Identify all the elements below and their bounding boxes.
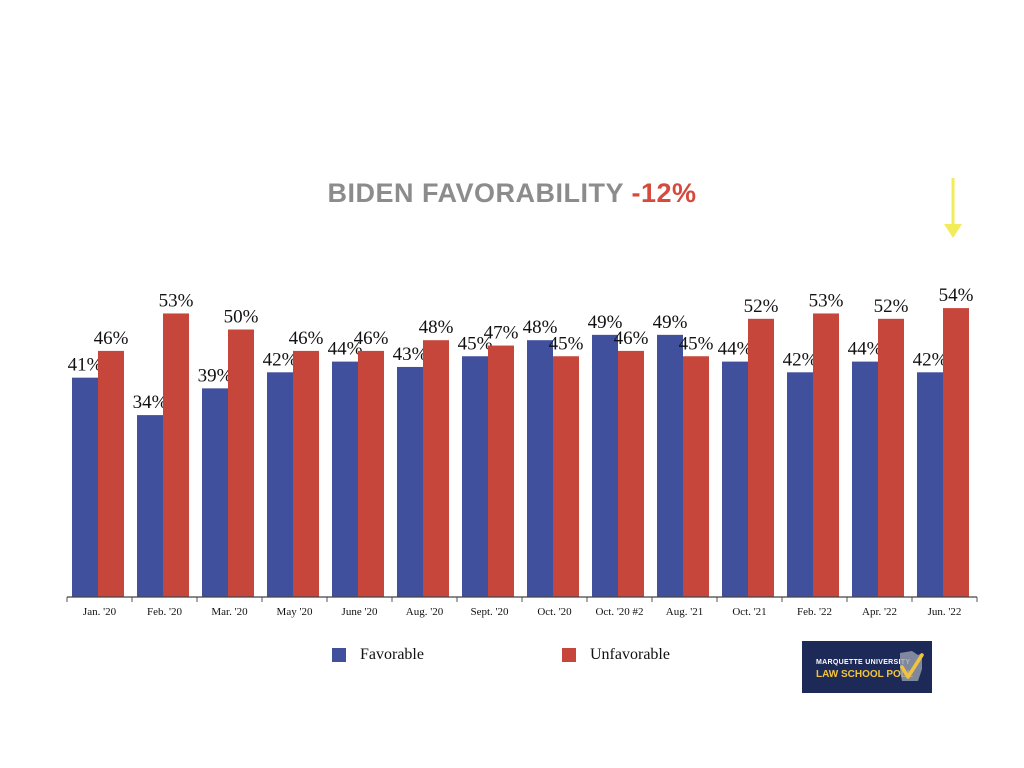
x-tick-label: Feb. '22 xyxy=(797,606,832,618)
data-label-unfavorable: 45% xyxy=(549,333,584,354)
data-label-favorable: 48% xyxy=(523,317,558,338)
bar-favorable xyxy=(592,334,618,597)
data-label-unfavorable: 46% xyxy=(354,328,389,349)
data-label-favorable: 49% xyxy=(653,312,688,333)
wisconsin-checkmark-icon xyxy=(900,651,924,681)
data-label-favorable: 49% xyxy=(588,312,623,333)
x-tick-label: Oct. '20 xyxy=(537,606,572,618)
marquette-law-school-poll-logo: MARQUETTE UNIVERSITY LAW SCHOOL POLL xyxy=(802,641,932,693)
bar-favorable xyxy=(657,334,683,597)
data-label-unfavorable: 52% xyxy=(874,296,909,317)
bar-unfavorable xyxy=(228,329,254,597)
bar-unfavorable xyxy=(553,356,579,597)
bar-favorable xyxy=(332,361,358,597)
x-tick-label: Jun. '22 xyxy=(928,606,962,618)
data-label-favorable: 39% xyxy=(198,365,233,386)
data-label-unfavorable: 52% xyxy=(744,296,779,317)
data-label-unfavorable: 48% xyxy=(419,317,454,338)
legend-swatch-unfavorable xyxy=(562,648,576,662)
legend-swatch-favorable xyxy=(332,648,346,662)
legend-item-unfavorable: Unfavorable xyxy=(562,646,670,664)
bar-unfavorable xyxy=(98,350,124,597)
x-tick-label: Aug. '20 xyxy=(406,606,444,618)
bar-unfavorable xyxy=(358,350,384,597)
bar-favorable xyxy=(462,356,488,597)
x-tick-label: June '20 xyxy=(342,606,378,618)
bar-favorable xyxy=(202,388,228,597)
bar-favorable xyxy=(397,366,423,597)
x-tick-label: Oct. '21 xyxy=(732,606,766,618)
bar-favorable xyxy=(267,372,293,597)
x-tick-label: Sept. '20 xyxy=(470,606,509,618)
bar-unfavorable xyxy=(813,313,839,597)
data-label-favorable: 42% xyxy=(913,349,948,370)
data-label-unfavorable: 50% xyxy=(224,307,259,328)
bar-favorable xyxy=(722,361,748,597)
x-tick-label: Mar. '20 xyxy=(211,606,248,618)
legend: Favorable Unfavorable xyxy=(0,646,700,666)
x-tick-label: Oct. '20 #2 xyxy=(595,606,643,618)
chart-title-delta: -12% xyxy=(631,178,697,208)
data-label-unfavorable: 45% xyxy=(679,333,714,354)
bar-unfavorable xyxy=(878,318,904,597)
data-label-favorable: 44% xyxy=(848,339,883,360)
legend-item-favorable: Favorable xyxy=(332,646,424,664)
x-tick-label: Aug. '21 xyxy=(666,606,703,618)
bar-unfavorable xyxy=(293,350,319,597)
logo-line1: MARQUETTE UNIVERSITY xyxy=(816,659,911,666)
logo-line2: LAW SCHOOL POLL xyxy=(816,669,914,680)
data-label-favorable: 44% xyxy=(718,339,753,360)
chart-title: BIDEN FAVORABILITY -12% xyxy=(0,178,1024,209)
bar-unfavorable xyxy=(943,308,969,597)
legend-label-favorable: Favorable xyxy=(360,646,424,663)
data-label-favorable: 42% xyxy=(783,349,818,370)
data-label-favorable: 34% xyxy=(133,392,168,413)
data-label-unfavorable: 47% xyxy=(484,323,519,344)
data-label-unfavorable: 53% xyxy=(809,290,844,311)
x-tick-label: Apr. '22 xyxy=(862,606,897,618)
bar-favorable xyxy=(787,372,813,597)
data-label-unfavorable: 54% xyxy=(939,285,974,306)
data-label-favorable: 45% xyxy=(458,333,493,354)
x-tick-label: Jan. '20 xyxy=(83,606,117,618)
x-tick-label: Feb. '20 xyxy=(147,606,182,618)
data-label-unfavorable: 46% xyxy=(289,328,324,349)
bar-unfavorable xyxy=(488,345,514,597)
legend-label-unfavorable: Unfavorable xyxy=(590,646,670,663)
bar-favorable xyxy=(917,372,943,597)
data-label-unfavorable: 46% xyxy=(614,328,649,349)
data-label-favorable: 44% xyxy=(328,339,363,360)
bar-unfavorable xyxy=(423,340,449,597)
data-label-favorable: 42% xyxy=(263,349,298,370)
bar-unfavorable xyxy=(618,350,644,597)
highlight-arrow-icon xyxy=(944,178,962,238)
bar-favorable xyxy=(852,361,878,597)
bar-favorable xyxy=(137,415,163,597)
bar-favorable xyxy=(72,377,98,597)
data-label-favorable: 43% xyxy=(393,344,428,365)
x-tick-label: May '20 xyxy=(277,606,313,618)
bar-favorable xyxy=(527,340,553,597)
bar-chart: 41% 46% Jan. '20 34% 53% Feb. '20 39% 50% Mar. '… xyxy=(66,178,978,618)
data-label-unfavorable: 53% xyxy=(159,290,194,311)
bar-unfavorable xyxy=(163,313,189,597)
data-label-unfavorable: 46% xyxy=(94,328,129,349)
data-label-favorable: 41% xyxy=(68,355,103,376)
bar-unfavorable xyxy=(748,318,774,597)
bar-unfavorable xyxy=(683,356,709,597)
chart-title-main: BIDEN FAVORABILITY xyxy=(327,178,624,208)
